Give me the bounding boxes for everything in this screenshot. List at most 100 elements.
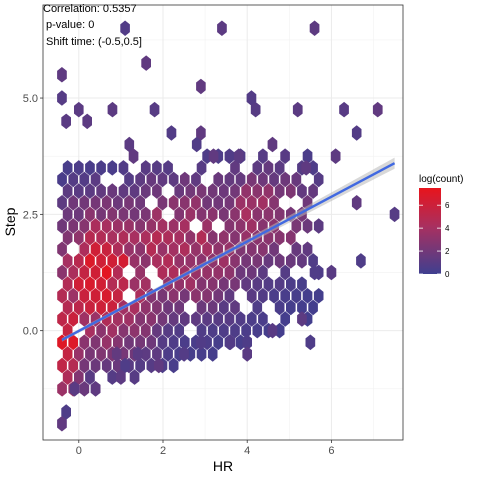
hex-bin [291, 218, 302, 234]
hex-bin [96, 276, 106, 292]
hex-bin [180, 311, 190, 327]
hex-bin [90, 381, 101, 397]
hex-bin [351, 195, 362, 211]
hex-bin [90, 218, 101, 234]
hex-bin [132, 346, 143, 362]
hex-bin [113, 334, 123, 351]
hex-bin [202, 264, 212, 281]
hex-bin [224, 171, 235, 188]
hex-bin [196, 276, 207, 292]
hex-bin [113, 218, 123, 234]
hex-bin [213, 264, 224, 281]
hex-bin [252, 253, 263, 269]
hex-bin [140, 322, 151, 339]
hex-bin [163, 160, 173, 176]
hex-bin [120, 20, 130, 36]
hex-bin [224, 311, 235, 327]
hex-bin [174, 253, 184, 269]
hex-bin [185, 183, 196, 199]
hex-bin [129, 206, 140, 223]
hex-bin [124, 136, 135, 153]
hex-bin [168, 357, 179, 374]
hex-bin [213, 288, 224, 304]
hex-bin [57, 357, 67, 374]
y-axis-title: Step [2, 207, 18, 236]
hex-bin [207, 322, 218, 339]
hex-bin [157, 171, 168, 188]
hex-bin [140, 160, 151, 176]
hex-bin [90, 264, 101, 281]
hex-bin [250, 101, 261, 118]
hex-bin [149, 101, 160, 118]
hex-bin [180, 241, 190, 257]
hex-bin [168, 218, 179, 234]
hex-bin [313, 218, 324, 234]
hex-bin [79, 195, 90, 211]
hex-bin [146, 218, 157, 234]
hex-bin [96, 346, 106, 362]
hex-bin [74, 276, 84, 292]
hex-bin [263, 253, 274, 269]
hex-bin [191, 311, 201, 327]
hex-bin [57, 381, 67, 397]
hex-bin [111, 346, 122, 362]
hex-bin [74, 206, 84, 223]
hex-bin [62, 229, 73, 246]
hex-bin [62, 253, 73, 269]
hex-bin [96, 299, 106, 316]
hex-bin [124, 241, 134, 257]
hex-bin [152, 183, 162, 199]
hex-bin [241, 276, 251, 292]
hex-bin [286, 253, 296, 269]
hex-bin [85, 253, 95, 269]
hex-bin [242, 334, 252, 351]
hex-bin [297, 183, 307, 199]
hex-bin [274, 229, 285, 246]
hex-bin [96, 322, 106, 339]
hex-bin [180, 218, 190, 234]
hex-bin [301, 160, 311, 176]
hex-bin [140, 253, 151, 269]
hex-bin [297, 311, 307, 327]
hex-bin [85, 160, 95, 176]
hex-bin [309, 264, 320, 281]
hex-bin [286, 299, 296, 316]
hex-bin [79, 311, 90, 327]
hex-bin [297, 253, 307, 269]
annotation-shift-time: Shift time: (-0.5,0.5] [46, 36, 142, 48]
y-tick-label: 0.0 [23, 326, 38, 338]
hex-bin [107, 206, 118, 223]
hex-bin [79, 288, 90, 304]
hex-bin [163, 322, 173, 339]
hex-bin [57, 416, 67, 432]
hex-bin [213, 334, 224, 351]
hex-bin [140, 229, 151, 246]
legend-tick-label: 4 [445, 224, 450, 233]
hex-bin [62, 276, 73, 292]
hex-bin [96, 183, 106, 199]
hex-bin [135, 195, 145, 211]
legend-tick-label: 2 [445, 247, 450, 256]
hex-bin [224, 218, 235, 234]
hex-bin [280, 264, 290, 281]
hex-bin [79, 264, 90, 281]
legend-tick-label: 0 [445, 270, 450, 279]
hex-bin [120, 357, 130, 374]
hex-bin [146, 357, 157, 374]
hex-bin [135, 264, 145, 281]
hex-bin [85, 346, 95, 362]
hex-bin [113, 195, 123, 211]
hex-bin [280, 311, 290, 327]
hex-bin [185, 206, 196, 223]
hex-bin [308, 183, 318, 199]
hex-bin [96, 253, 106, 269]
hex-bin [235, 264, 246, 281]
hex-bin [85, 369, 95, 385]
hex-bin [101, 334, 112, 351]
hex-bin [313, 288, 324, 304]
hex-bin [124, 171, 134, 188]
hex-bin [356, 253, 366, 269]
hex-bin [246, 218, 257, 234]
hex-bin [230, 206, 240, 223]
